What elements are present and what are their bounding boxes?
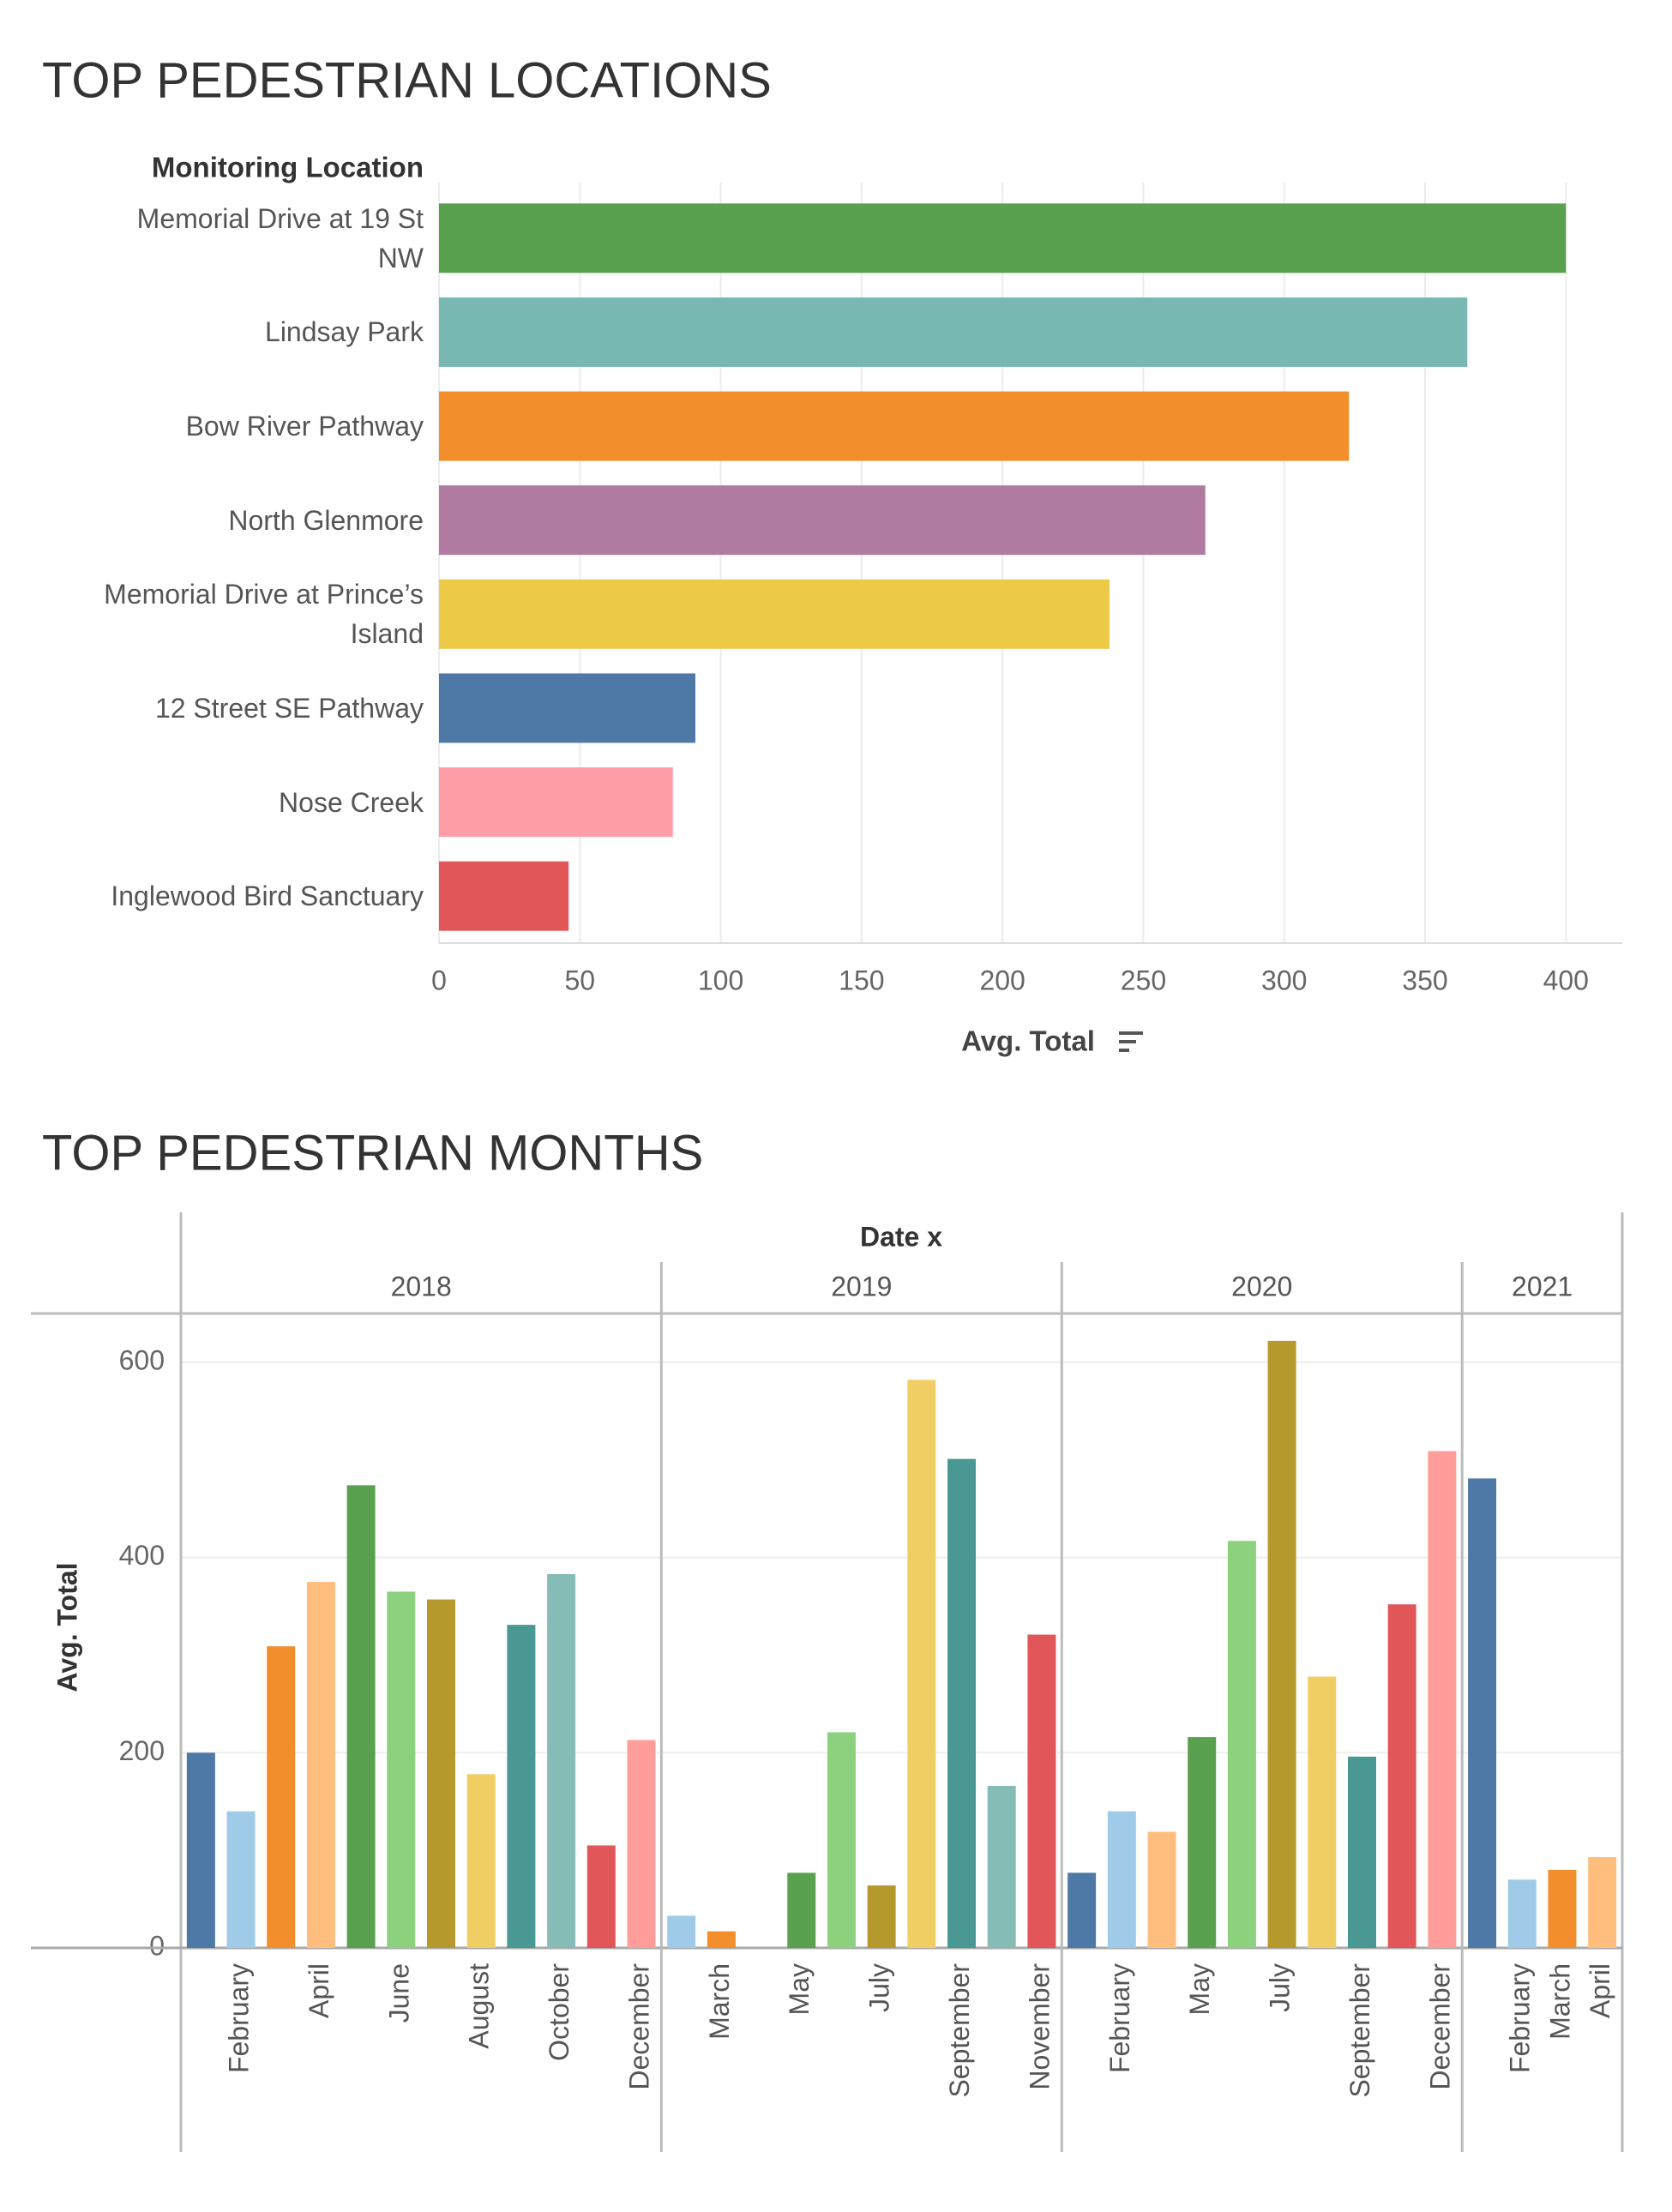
bar: [1027, 1634, 1056, 1948]
bar: [507, 1625, 536, 1948]
bar: [707, 1931, 736, 1948]
bar: [1188, 1737, 1217, 1948]
year-label: 2018: [391, 1271, 452, 1301]
y-tick-label: 12 Street SE Pathway: [154, 692, 424, 724]
bar: [1468, 1478, 1497, 1948]
x-tick-label: June: [383, 1963, 414, 2023]
y-tick-label: 0: [149, 1930, 165, 1961]
bar: [1107, 1811, 1136, 1948]
bar: [346, 1485, 376, 1948]
bar: [1267, 1340, 1296, 1948]
bar: [306, 1582, 335, 1948]
year-label: 2020: [1231, 1271, 1292, 1301]
bar: [1227, 1541, 1256, 1948]
bar: [787, 1872, 816, 1948]
x-tick-label: 350: [1402, 965, 1447, 995]
bar: [907, 1379, 936, 1948]
bar: [586, 1845, 616, 1948]
x-axis-title: Avg. Total: [961, 1025, 1095, 1057]
x-tick-label: 100: [698, 965, 743, 995]
bar: [1588, 1857, 1617, 1948]
bar: [947, 1458, 977, 1948]
x-tick-label: September: [944, 1963, 975, 2098]
bar: [439, 485, 1206, 556]
x-tick-label: December: [623, 1963, 654, 2090]
bar: [627, 1740, 656, 1948]
x-tick-label: April: [304, 1963, 334, 2018]
x-tick-label: November: [1024, 1963, 1055, 2090]
x-tick-label: March: [704, 1963, 735, 2040]
y-axis-title: Avg. Total: [51, 1562, 82, 1692]
bar: [427, 1599, 456, 1948]
bar: [466, 1774, 496, 1948]
x-tick-label: February: [1505, 1963, 1536, 2073]
bar: [1347, 1756, 1376, 1948]
y-tick-label: 200: [119, 1735, 165, 1766]
x-tick-label: April: [1585, 1963, 1615, 2018]
bar: [439, 767, 673, 838]
sort-icon[interactable]: [1119, 1031, 1143, 1052]
bar: [439, 391, 1350, 461]
bar: [1308, 1676, 1337, 1948]
x-tick-label: 150: [839, 965, 884, 995]
bar: [387, 1591, 416, 1948]
x-tick-label: 300: [1261, 965, 1307, 995]
x-axis-title: Date x: [860, 1221, 942, 1252]
bar: [1548, 1869, 1577, 1948]
x-tick-label: March: [1544, 1963, 1575, 2040]
bar: [827, 1732, 856, 1948]
bar: [987, 1786, 1016, 1948]
bar: [1068, 1872, 1097, 1948]
x-tick-label: August: [464, 1963, 495, 2049]
x-tick-label: May: [1184, 1963, 1215, 2015]
bar: [667, 1915, 696, 1948]
bar: [1147, 1831, 1176, 1948]
y-tick-label: Memorial Drive at Prince’s Island: [104, 579, 424, 650]
x-tick-label: February: [223, 1963, 254, 2073]
y-tick-label: North Glenmore: [228, 504, 424, 536]
y-tick-label: 400: [119, 1540, 165, 1571]
bar: [1428, 1451, 1457, 1948]
bar: [267, 1646, 296, 1948]
y-tick-label: Memorial Drive at 19 St NW: [136, 202, 424, 273]
bar: [439, 673, 695, 743]
chart-title: TOP PEDESTRIAN LOCATIONS: [42, 52, 772, 108]
x-tick-label: 250: [1121, 965, 1166, 995]
x-tick-label: 50: [564, 965, 595, 995]
bar: [1507, 1879, 1537, 1948]
bar: [186, 1752, 215, 1948]
x-tick-label: October: [544, 1963, 574, 2061]
bar: [1387, 1604, 1416, 1948]
y-axis-title: Monitoring Location: [152, 152, 424, 183]
y-tick-label: Inglewood Bird Sanctuary: [111, 881, 424, 912]
y-tick-label: Lindsay Park: [265, 316, 424, 348]
chart-title: TOP PEDESTRIAN MONTHS: [42, 1125, 703, 1181]
bar: [439, 861, 569, 931]
bar: [226, 1811, 256, 1948]
x-tick-label: 400: [1543, 965, 1589, 995]
x-tick-label: February: [1104, 1963, 1135, 2073]
y-tick-label: 600: [119, 1344, 165, 1375]
y-tick-label: Bow River Pathway: [185, 411, 424, 442]
x-tick-label: December: [1424, 1963, 1455, 2090]
x-tick-label: July: [1265, 1963, 1296, 2012]
x-tick-label: July: [864, 1963, 895, 2012]
year-label: 2021: [1512, 1271, 1573, 1301]
bar: [439, 579, 1110, 649]
x-tick-label: September: [1344, 1963, 1375, 2098]
bar: [867, 1885, 896, 1948]
bar: [439, 203, 1567, 273]
bar: [547, 1573, 576, 1948]
x-tick-label: May: [784, 1963, 815, 2015]
y-tick-label: Nose Creek: [279, 786, 424, 818]
x-tick-label: 200: [979, 965, 1025, 995]
bar: [439, 297, 1468, 367]
year-label: 2019: [831, 1271, 892, 1301]
x-tick-label: 0: [431, 965, 447, 995]
